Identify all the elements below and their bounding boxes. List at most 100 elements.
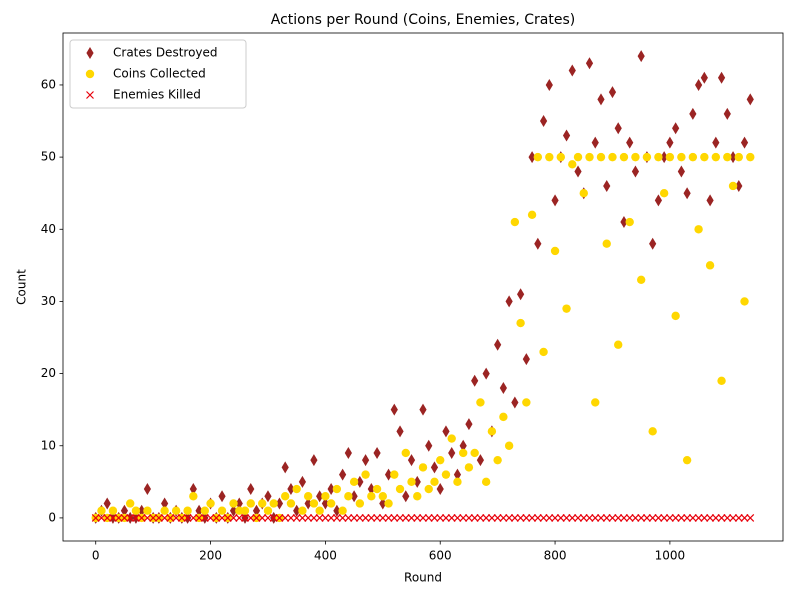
data-point [125,499,135,508]
plot-area [91,50,755,524]
data-point [591,136,599,149]
data-point [407,477,416,487]
data-point [183,513,192,522]
data-point [597,93,605,106]
plot-frame [62,32,784,542]
data-point [487,513,496,522]
data-point [367,483,375,496]
data-point [332,513,341,522]
data-point [367,513,376,522]
data-point [711,152,721,162]
data-point [688,513,697,522]
data-point [212,513,221,522]
y-tick-label: 20 [41,366,56,380]
data-point [527,210,537,220]
data-point [516,513,525,522]
data-point [453,477,462,487]
data-point [418,463,428,472]
y-tick-label: 60 [41,77,56,91]
data-point [568,513,577,522]
data-point [516,318,525,328]
data-point [694,78,703,91]
data-point [458,448,468,458]
data-point [603,179,611,192]
data-point [229,513,238,522]
data-point [528,513,537,522]
data-point [665,513,674,522]
data-point [511,396,519,409]
data-point [465,418,473,431]
data-point [171,506,181,515]
data-point [344,492,353,501]
data-point [522,353,530,366]
data-point [287,513,295,522]
x-tick-label: 200 [199,549,222,563]
data-point [321,492,330,501]
data-point [671,513,680,522]
x-tick-label: 400 [314,549,337,563]
data-point [677,165,685,178]
data-point [361,454,370,467]
data-point [263,506,273,515]
data-point [614,513,623,522]
data-point [103,497,111,510]
data-point [108,506,118,515]
data-point [223,513,232,522]
data-point [126,513,135,522]
data-point [97,506,106,515]
data-point [338,513,347,522]
data-point [240,506,250,515]
chart-title: Actions per Round (Coins, Enemies, Crate… [271,12,575,28]
data-point [436,513,445,522]
data-point [723,107,731,120]
data-point [649,237,657,250]
data-point [659,188,669,198]
data-point [286,499,296,508]
data-point [137,513,146,522]
data-point [321,497,329,510]
data-point [154,513,163,522]
data-point [269,513,278,522]
data-point [384,499,393,508]
data-point [723,513,732,522]
data-point [510,217,520,227]
legend-label: Enemies Killed [113,88,201,102]
data-point [551,513,559,522]
data-point [413,475,421,488]
data-point [654,152,663,162]
data-point [378,513,387,522]
data-point [241,513,249,522]
data-point [258,513,267,522]
data-point [585,57,594,70]
data-point [183,506,192,515]
legend-box [69,39,247,109]
data-point [597,513,605,522]
data-point [689,107,697,120]
data-point [373,513,381,522]
data-point [292,513,301,522]
data-point [591,513,600,522]
data-point [493,455,502,465]
data-point [316,490,324,503]
data-point [579,513,588,522]
data-point [246,499,255,508]
legend-marker [85,69,95,79]
data-point [229,504,238,517]
data-point [688,152,698,162]
data-point [499,382,507,395]
data-point [545,152,554,162]
data-point [562,304,571,313]
data-point [326,499,336,508]
data-point [436,483,444,496]
data-point [562,129,571,142]
data-point [706,513,715,522]
data-point [235,513,244,522]
data-point [407,454,416,467]
data-point [378,492,388,501]
data-point [430,461,439,474]
data-point [746,152,755,162]
data-point [425,439,433,452]
data-point [465,513,473,522]
data-point [304,513,313,522]
data-point [487,427,497,436]
